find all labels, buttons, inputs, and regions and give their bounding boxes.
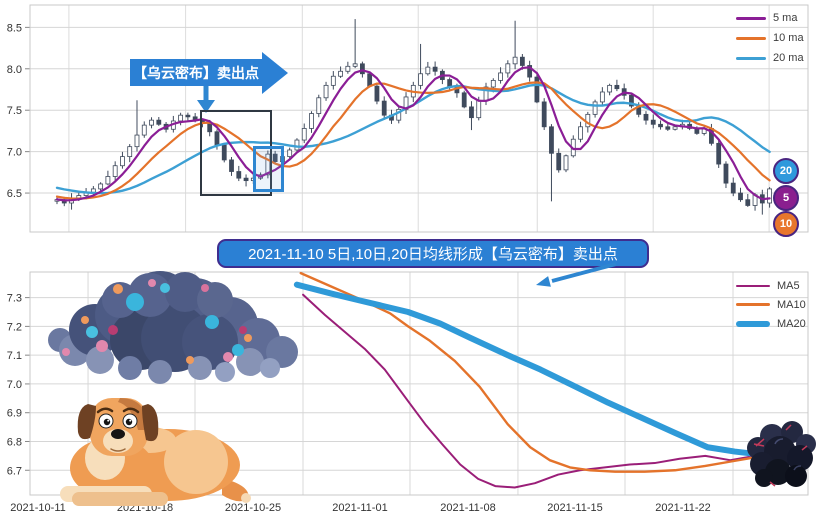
svg-text:2021-10-18: 2021-10-18: [117, 502, 173, 514]
svg-text:8.5: 8.5: [7, 22, 22, 34]
signal-banner-arrow-icon: [536, 262, 617, 287]
ma-badge-20: 20: [773, 158, 799, 184]
MA20-legend-label: MA20: [777, 317, 806, 330]
legend-item-MA10: MA10: [736, 295, 814, 314]
svg-text:7.0: 7.0: [7, 379, 22, 391]
svg-text:2021-10-11: 2021-10-11: [10, 502, 65, 514]
legend-item-5ma: 5 ma: [736, 8, 814, 28]
ma20-line-swatch: [736, 56, 766, 60]
svg-text:8.0: 8.0: [7, 64, 22, 76]
ma10-line-swatch: [736, 36, 766, 40]
legend-item-MA5: MA5: [736, 276, 814, 295]
top-price-chart: 6.5 7.0 7.5 8.0 8.5: [7, 4, 809, 233]
svg-text:2021-11-01: 2021-11-01: [332, 502, 387, 514]
ma5-legend-label: 5 ma: [773, 12, 798, 24]
bottom-ma-chart: 2021-10-11 2021-10-18 2021-10-25 2021-11-01…: [7, 271, 809, 514]
svg-text:2021-10-25: 2021-10-25: [225, 502, 281, 514]
svg-text:7.5: 7.5: [7, 105, 22, 117]
svg-text:6.9: 6.9: [7, 408, 22, 420]
MA5-line-swatch: [736, 284, 770, 287]
svg-text:7.0: 7.0: [7, 147, 22, 159]
ma-badge-10: 10: [773, 211, 799, 237]
MA10-line-swatch: [736, 303, 770, 306]
ma20-legend-label: 20 ma: [773, 52, 804, 64]
svg-text:6.5: 6.5: [7, 188, 22, 200]
ma-badge-5: 5: [773, 185, 799, 211]
legend-item-10ma: 10 ma: [736, 28, 814, 48]
legend-item-MA20: MA20: [736, 314, 814, 333]
MA20-line-swatch: [736, 320, 770, 327]
svg-text:2021-11-08: 2021-11-08: [440, 502, 495, 514]
svg-text:7.3: 7.3: [7, 293, 22, 305]
ma10-legend-label: 10 ma: [773, 32, 804, 44]
pattern-highlight-box: [200, 110, 272, 196]
signal-banner-text: 2021-11-10 5日,10日,20日均线形成【乌云密布】卖出点: [248, 246, 618, 263]
callout-down-arrow-icon: [197, 86, 215, 113]
signal-banner: 2021-11-10 5日,10日,20日均线形成【乌云密布】卖出点: [217, 239, 649, 268]
svg-text:7.2: 7.2: [7, 321, 22, 333]
svg-text:6.7: 6.7: [7, 465, 22, 477]
callout-text: 【乌云密布】卖出点: [133, 64, 259, 81]
svg-text:2021-11-22: 2021-11-22: [655, 502, 710, 514]
sell-candle-highlight-box: [253, 146, 284, 192]
MA5-legend-label: MA5: [777, 279, 800, 292]
MA10-legend-label: MA10: [777, 298, 806, 311]
ma5-line-swatch: [736, 16, 766, 20]
dark-cloud-callout: 【乌云密布】卖出点: [130, 59, 262, 86]
legend-item-20ma: 20 ma: [736, 48, 814, 68]
top-chart-legend: 5 ma 10 ma 20 ma: [736, 8, 814, 68]
svg-text:6.8: 6.8: [7, 436, 22, 448]
svg-text:2021-11-15: 2021-11-15: [547, 502, 602, 514]
bottom-chart-legend: MA5 MA10 MA20: [736, 276, 814, 333]
svg-text:7.1: 7.1: [7, 350, 22, 362]
